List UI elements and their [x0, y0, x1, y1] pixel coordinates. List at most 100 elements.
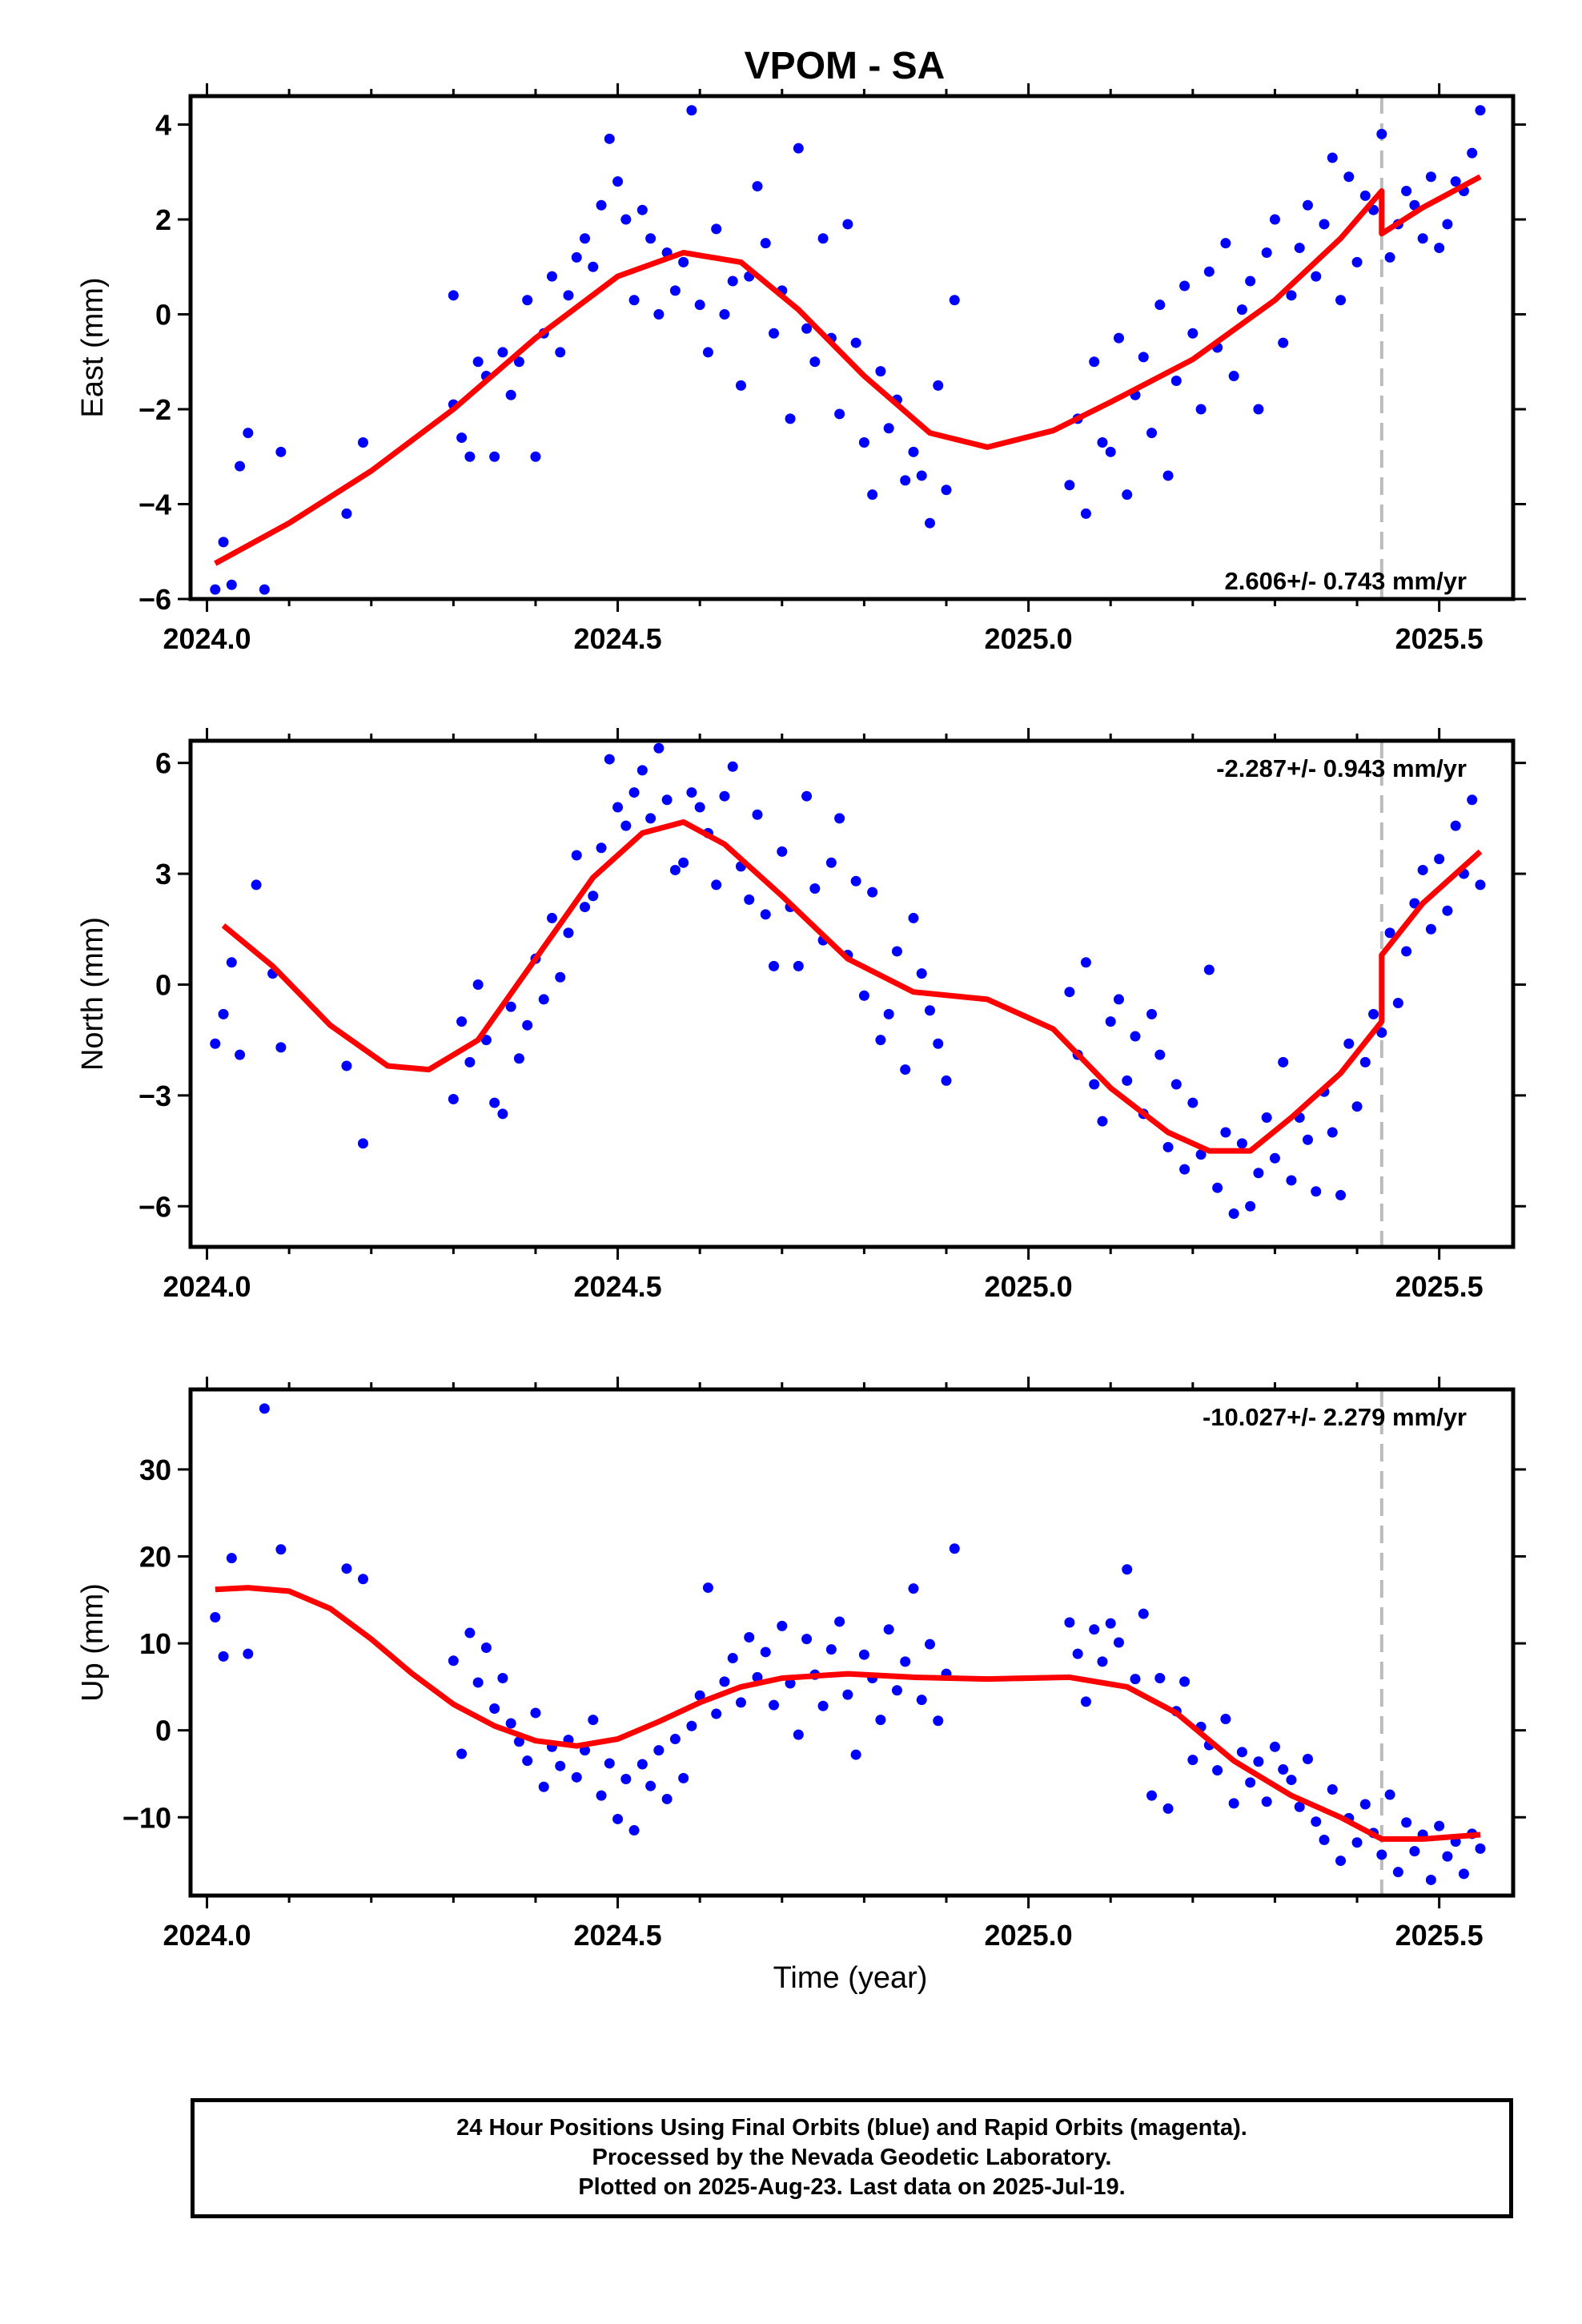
north-data-point — [588, 891, 599, 902]
east-data-point — [546, 271, 557, 282]
east-data-point — [580, 233, 591, 244]
up-data-point — [341, 1563, 352, 1574]
up-data-point — [1327, 1784, 1338, 1795]
up-y-tick-label: 30 — [139, 1454, 171, 1486]
north-data-point — [1170, 1079, 1182, 1090]
up-data-point — [760, 1647, 771, 1658]
east-data-point — [817, 233, 829, 244]
east-frame — [188, 94, 1516, 601]
east-data-point — [760, 238, 771, 249]
east-data-point — [456, 432, 468, 444]
east-x-tick-label: 2025.5 — [1395, 622, 1484, 655]
north-frame — [188, 738, 1516, 1249]
east-data-point — [1236, 304, 1247, 316]
up-data-point — [1253, 1756, 1264, 1767]
north-data-point — [489, 1097, 500, 1108]
north-data-point — [719, 790, 730, 802]
north-data-point — [694, 802, 705, 813]
east-data-point — [1261, 247, 1272, 259]
north-data-point — [727, 761, 738, 772]
up-data-point — [497, 1673, 508, 1684]
up-data-point — [875, 1715, 886, 1726]
north-data-point — [801, 790, 813, 802]
north-data-point — [669, 864, 681, 875]
north-data-point — [448, 1093, 459, 1104]
east-data-point — [769, 328, 780, 339]
north-data-point — [1113, 994, 1124, 1005]
north-data-point — [653, 742, 665, 754]
east-data-point — [850, 337, 861, 348]
east-data-point — [588, 261, 599, 272]
east-data-point — [645, 233, 656, 244]
up-data-point — [653, 1745, 665, 1756]
up-data-point — [916, 1695, 927, 1706]
north-data-point — [1105, 1016, 1116, 1027]
north-data-point — [686, 787, 697, 798]
east-data-point — [1425, 171, 1436, 183]
east-data-point — [933, 380, 944, 391]
north-y-axis-label: North (mm) — [76, 917, 110, 1071]
north-data-point — [1343, 1038, 1355, 1049]
up-data-point — [1475, 1843, 1486, 1854]
up-data-point — [1319, 1835, 1330, 1846]
east-data-point — [628, 295, 640, 306]
up-y-axis-label: Up (mm) — [76, 1583, 110, 1702]
up-data-point — [571, 1771, 582, 1783]
north-data-point — [1278, 1056, 1289, 1068]
north-data-point — [275, 1042, 287, 1053]
north-data-point — [850, 875, 861, 887]
east-data-point — [1195, 404, 1207, 415]
north-data-point — [1130, 1031, 1141, 1042]
east-data-point — [900, 475, 911, 486]
up-data-point — [711, 1708, 722, 1719]
east-data-point — [809, 356, 821, 368]
east-fit-line — [214, 174, 1482, 566]
footer-line-processed: Processed by the Nevada Geodetic Laborat… — [592, 2145, 1112, 2170]
up-data-point — [744, 1631, 755, 1642]
east-data-point — [1170, 375, 1182, 386]
east-data-point — [275, 446, 287, 457]
north-panel: 2024.0 2024.5 2025.0 2025.5 −6 −3 0 3 6 North (mm… — [76, 728, 1526, 1303]
up-data-point — [1064, 1617, 1075, 1628]
up-data-point — [1286, 1775, 1297, 1786]
north-data-point — [522, 1019, 533, 1031]
east-x-tick-label: 2024.5 — [574, 622, 662, 655]
up-data-point — [1351, 1837, 1363, 1848]
east-data-point — [949, 295, 960, 306]
east-data-point — [1327, 152, 1338, 163]
north-data-point — [612, 802, 624, 813]
north-data-point — [777, 846, 788, 857]
east-data-point — [1294, 243, 1305, 254]
up-data-point — [588, 1715, 599, 1726]
east-data-point — [1162, 470, 1174, 481]
east-data-point — [924, 517, 935, 529]
east-data-point — [834, 408, 845, 420]
north-data-point — [924, 1005, 935, 1016]
east-data-point — [1146, 428, 1158, 439]
up-y-tick-label: 10 — [139, 1627, 171, 1660]
up-data-point — [1162, 1803, 1174, 1814]
east-data-point — [801, 323, 813, 334]
north-data-point — [1376, 1027, 1387, 1038]
up-data-point — [1187, 1755, 1199, 1766]
east-data-point — [341, 508, 352, 519]
north-points — [210, 742, 1486, 1219]
up-y-tick-label: 0 — [155, 1715, 171, 1747]
north-data-point — [941, 1075, 952, 1086]
east-data-point — [1450, 176, 1461, 187]
east-data-point — [530, 451, 541, 462]
east-data-point — [1475, 105, 1486, 116]
up-data-point — [555, 1760, 566, 1771]
up-data-point — [489, 1703, 500, 1715]
north-data-point — [1154, 1049, 1166, 1060]
east-data-point — [727, 275, 738, 287]
north-y-tick-label: −3 — [139, 1080, 171, 1112]
east-data-point — [1089, 356, 1100, 368]
east-y-tick-label: 4 — [155, 109, 171, 142]
east-data-point — [1203, 266, 1215, 277]
up-data-point — [1236, 1747, 1247, 1758]
up-x-tick-label: 2025.5 — [1395, 1919, 1484, 1952]
up-data-point — [1278, 1764, 1289, 1775]
footer-line-orbits: 24 Hour Positions Using Final Orbits (bl… — [456, 2115, 1247, 2141]
north-data-point — [563, 927, 574, 939]
